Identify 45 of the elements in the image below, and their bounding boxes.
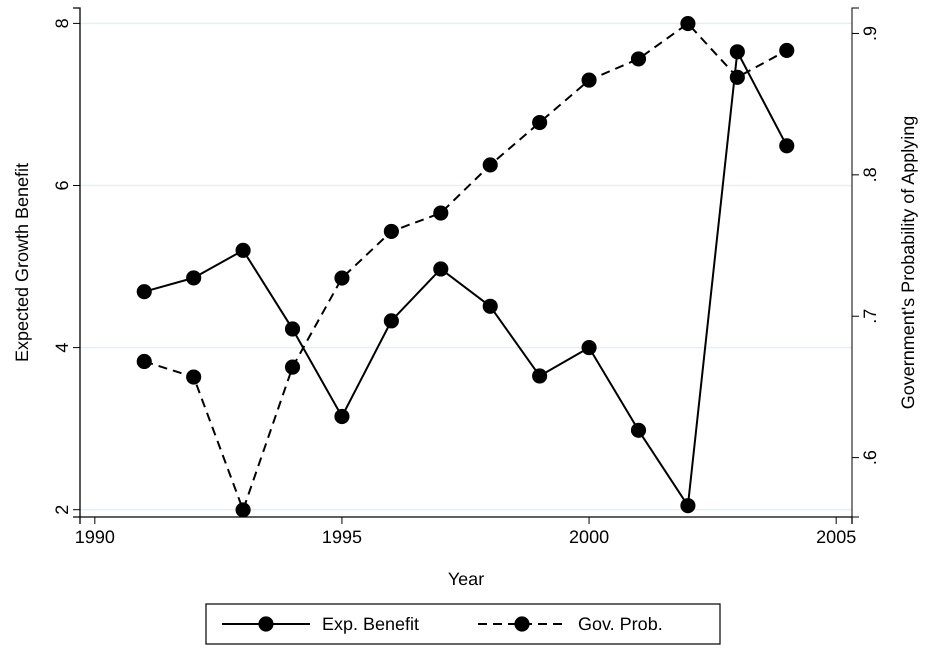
- point: [581, 340, 597, 356]
- y2-tick-label: .9: [860, 26, 880, 41]
- y2-axis-title: Government's Probability of Applying: [898, 116, 918, 410]
- point: [630, 51, 646, 66]
- point: [136, 354, 152, 370]
- y-axis-title: Expected Growth Benefit: [12, 162, 32, 362]
- point: [532, 368, 548, 384]
- point: [433, 261, 448, 277]
- point: [384, 224, 399, 239]
- point: [581, 72, 597, 88]
- point: [186, 369, 202, 385]
- legend-label: Exp. Benefit: [322, 614, 420, 634]
- point: [334, 270, 350, 286]
- point: [779, 42, 794, 58]
- point: [433, 205, 448, 221]
- point: [384, 313, 399, 328]
- x-tick-label: 2005: [816, 527, 856, 548]
- x-tick-label: 1990: [74, 527, 115, 548]
- point: [680, 16, 696, 32]
- x-axis-title: Year: [448, 569, 484, 589]
- point: [680, 498, 696, 514]
- x-tick-label: 1995: [322, 527, 362, 548]
- point: [482, 157, 498, 172]
- x-tick-label: 2000: [569, 527, 610, 548]
- y2-tick-label: .7: [860, 308, 880, 324]
- y-tick-label: 8: [52, 18, 72, 28]
- point: [779, 138, 794, 154]
- y-tick-label: 6: [52, 180, 72, 191]
- point: [284, 360, 300, 375]
- point: [236, 242, 251, 258]
- point: [334, 408, 350, 424]
- point: [236, 502, 251, 518]
- point: [730, 44, 745, 60]
- legend-label: Gov. Prob.: [578, 614, 663, 634]
- point: [284, 321, 300, 337]
- point: [730, 70, 745, 85]
- y-tick-label: 2: [52, 504, 72, 515]
- point: [482, 298, 498, 314]
- point: [136, 284, 152, 300]
- point: [532, 114, 548, 130]
- y2-tick-label: .8: [860, 167, 880, 182]
- y2-tick-label: .6: [860, 450, 880, 466]
- y-tick-label: 4: [52, 342, 72, 353]
- point: [186, 270, 202, 286]
- point: [630, 422, 646, 438]
